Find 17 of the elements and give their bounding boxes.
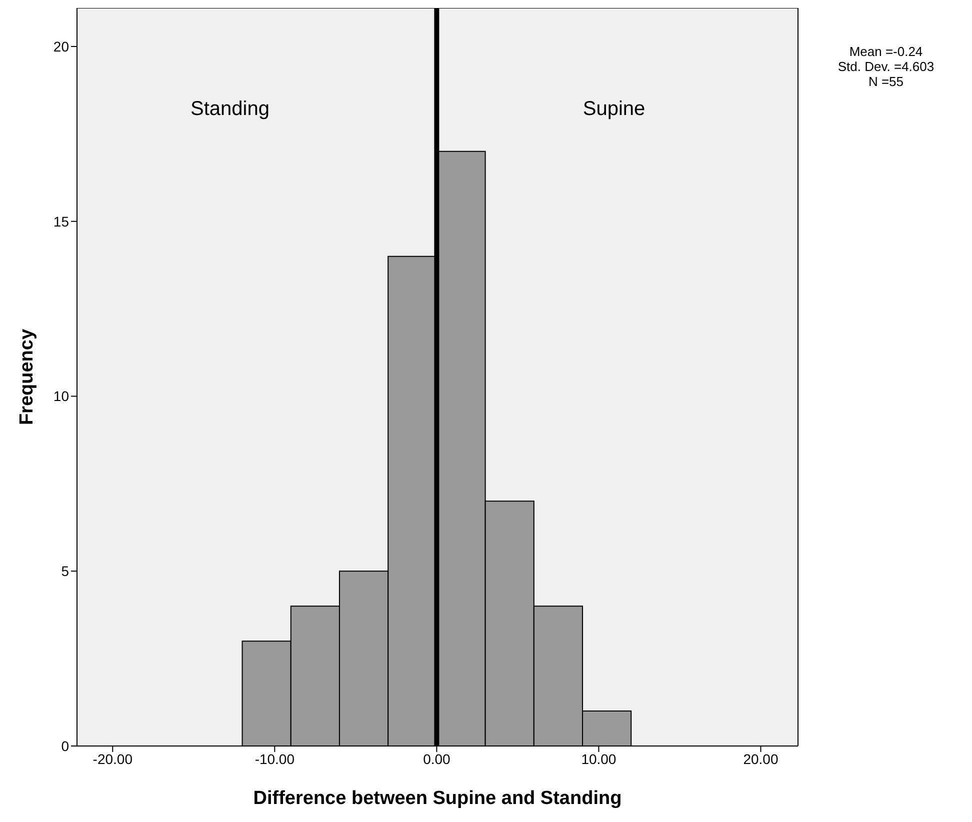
text: Std. Dev. =4.603: [836, 59, 936, 74]
x-tick-label: -20.00: [92, 750, 133, 767]
y-tick-label: 10: [53, 388, 70, 404]
y-tick-label: 20: [53, 38, 70, 54]
text: Mean =-0.24: [848, 44, 924, 59]
y-tick-label: 0: [61, 738, 70, 754]
y-tick-label: 5: [61, 563, 70, 580]
annotation: Supine: [582, 98, 646, 121]
x-tick-label: 0.00: [423, 750, 451, 767]
text: N =55: [867, 74, 905, 89]
y-axis-title: Frequency: [16, 328, 38, 426]
y-tick-label: 15: [53, 213, 70, 230]
x-tick-label: -10.00: [254, 750, 295, 767]
x-tick-label: 20.00: [743, 750, 778, 767]
x-tick-label: 10.00: [581, 750, 616, 767]
x-axis-title: Difference between Supine and Standing: [253, 788, 622, 809]
annotation: Standing: [190, 98, 270, 121]
